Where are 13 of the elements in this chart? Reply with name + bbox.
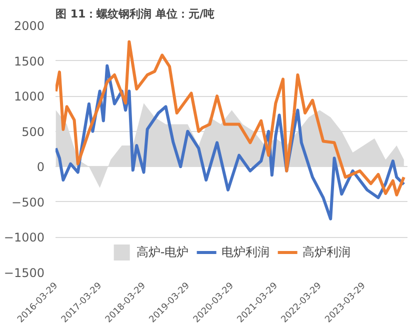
chart-title: 图 11：螺纹钢利润 单位：元/吨 — [56, 8, 214, 20]
y-tick-label: −1000 — [4, 230, 44, 245]
y-tick-label: 0 — [36, 160, 45, 174]
y-tick-label: 2000 — [14, 19, 45, 33]
line-series — [56, 40, 406, 196]
y-tick-label: −1500 — [4, 266, 44, 280]
y-tick-label: 1500 — [14, 54, 45, 68]
y-tick-label: 500 — [22, 124, 44, 139]
legend-label: 高炉利润 — [302, 244, 351, 260]
y-tick-label: 1000 — [14, 90, 45, 104]
legend-label: 高炉-电炉 — [136, 244, 189, 260]
legend-label: 电炉利润 — [222, 244, 270, 260]
y-tick-label: −500 — [12, 195, 45, 210]
